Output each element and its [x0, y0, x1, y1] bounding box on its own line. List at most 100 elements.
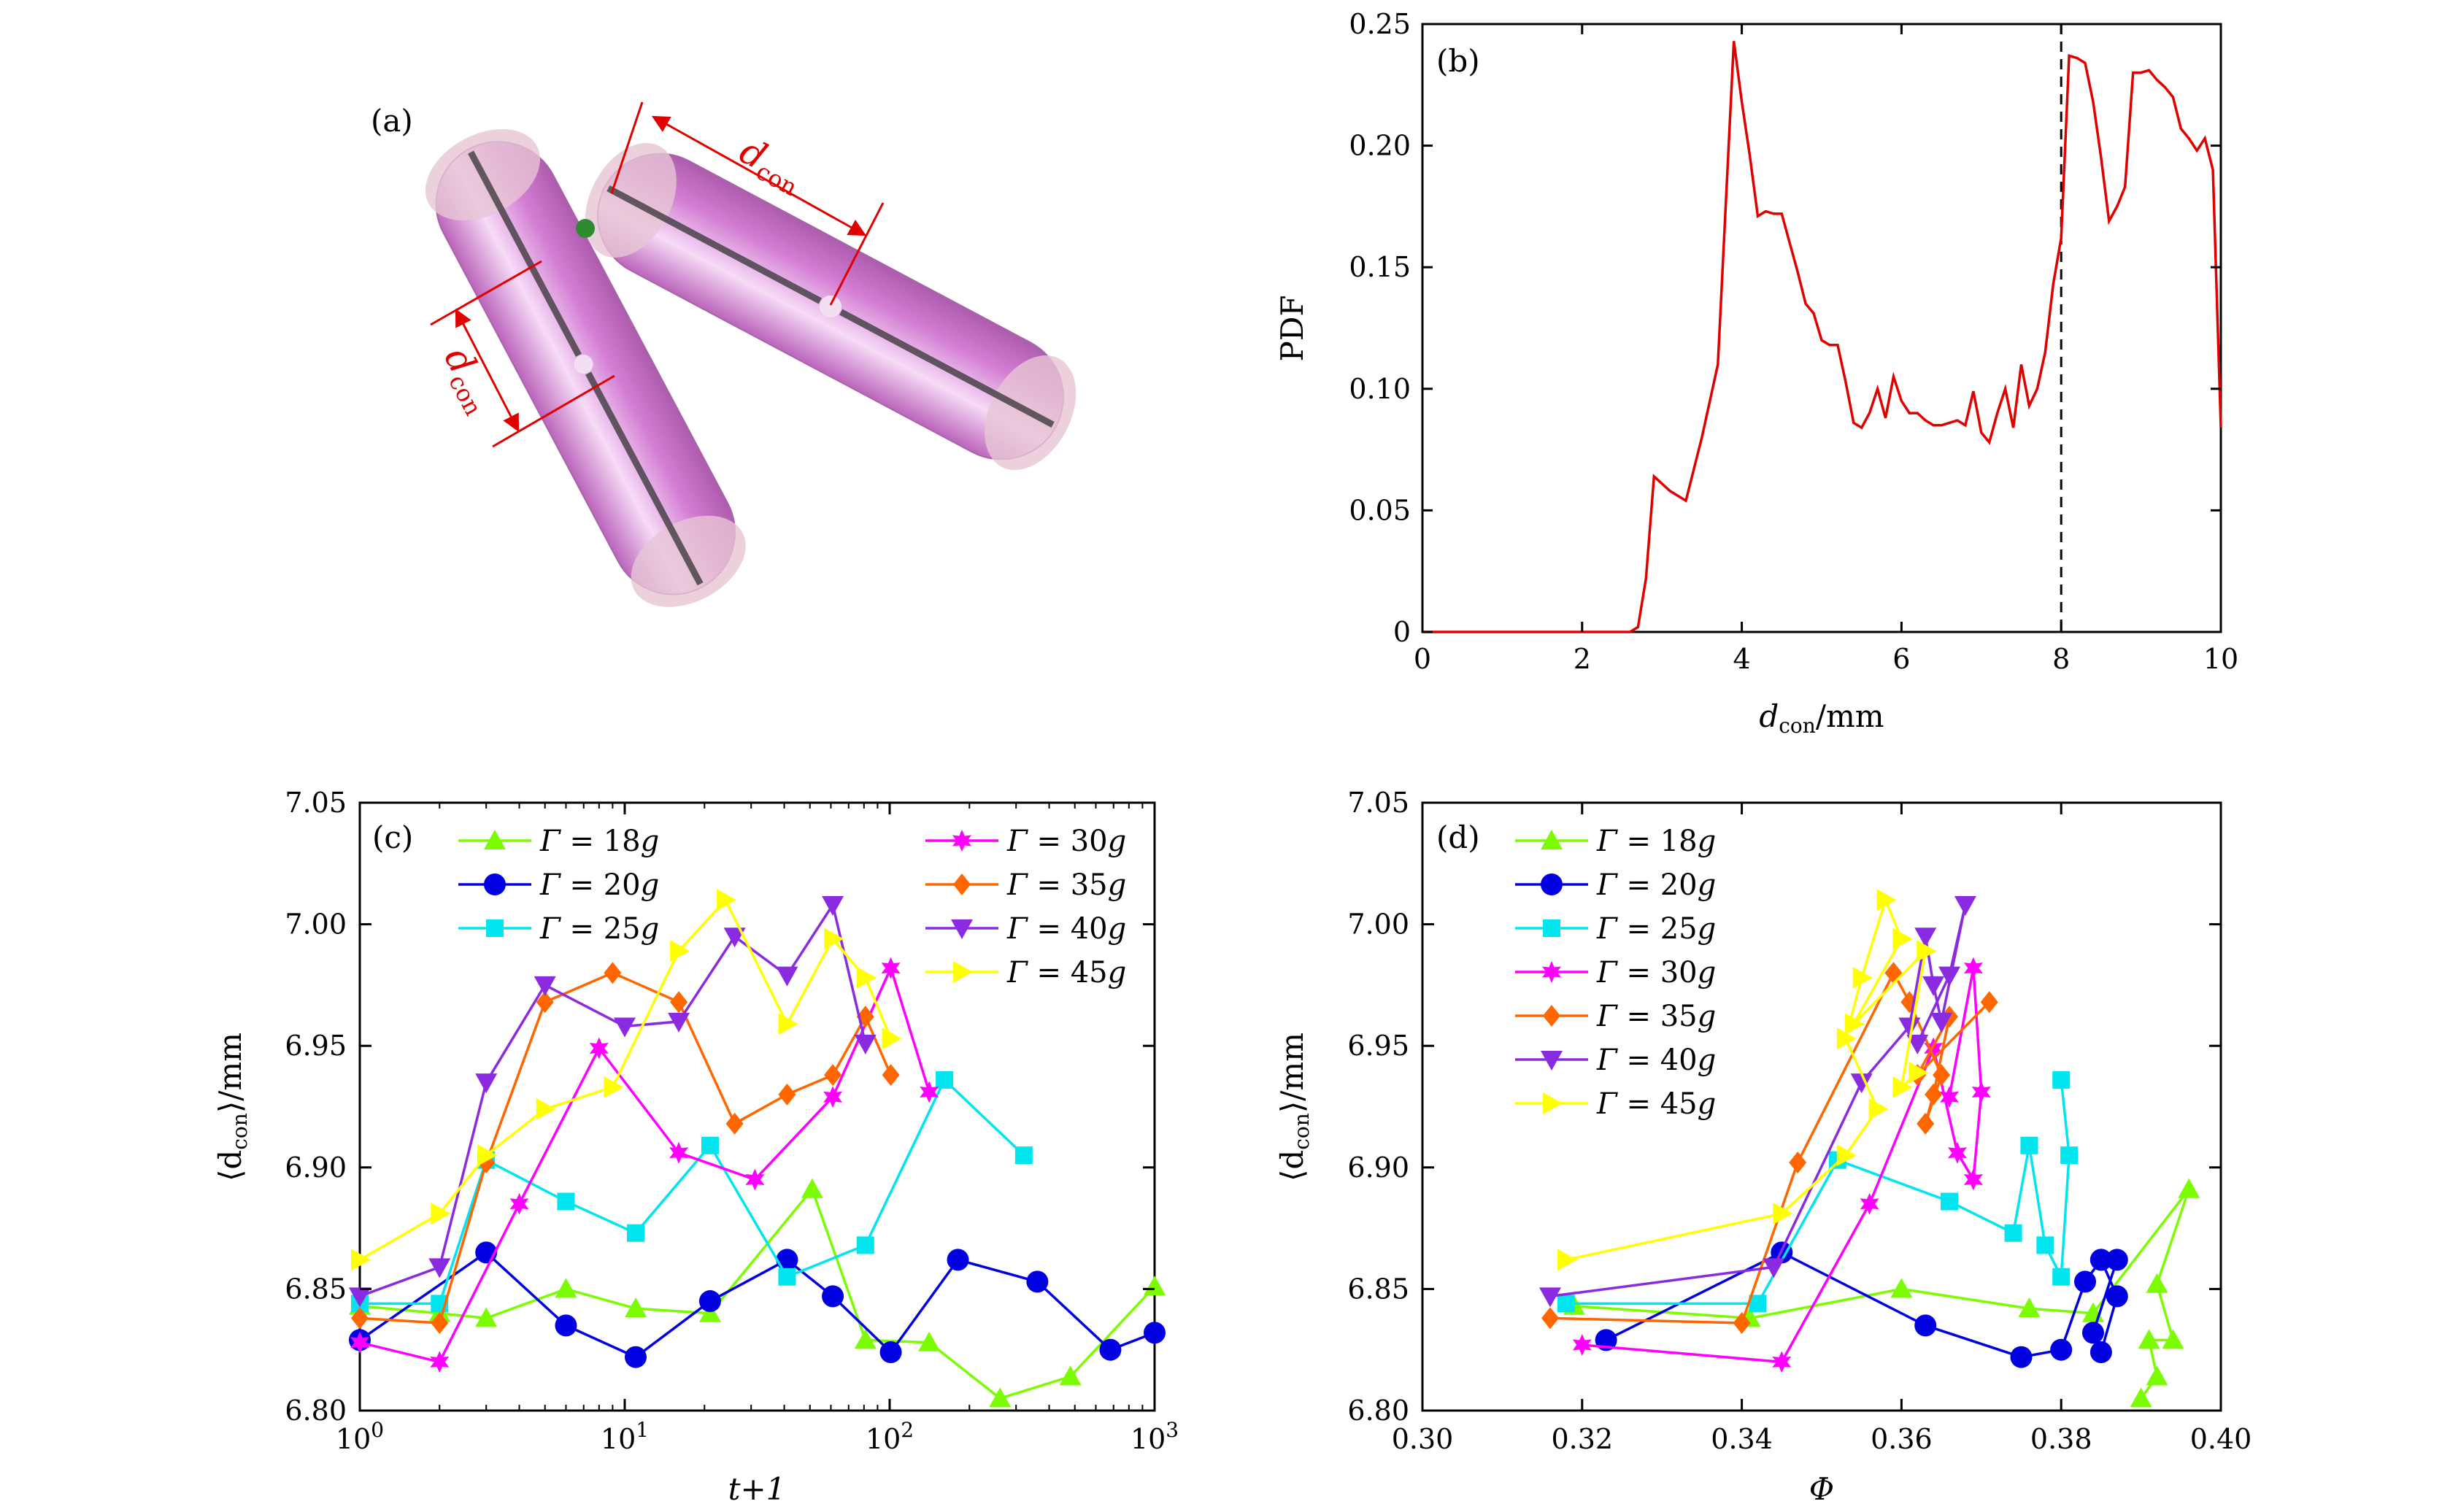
data-point — [625, 1346, 647, 1368]
data-point — [2089, 1341, 2112, 1364]
y-tick-label: 0.15 — [1349, 251, 1411, 283]
y-tick-label: 0 — [1393, 616, 1411, 648]
data-point — [1925, 1083, 1943, 1106]
y-tick-label: 7.05 — [1347, 787, 1409, 819]
series-line — [1565, 896, 1927, 1262]
data-point — [1850, 1073, 1873, 1094]
data-point — [822, 895, 844, 916]
data-point — [670, 940, 690, 963]
data-point — [2178, 1178, 2200, 1198]
data-point — [717, 889, 737, 911]
data-point — [670, 991, 688, 1014]
data-point — [1941, 1192, 1959, 1211]
x-tick-label: 0.40 — [2190, 1423, 2252, 1455]
data-point — [856, 1236, 874, 1254]
legend-marker — [953, 961, 973, 983]
data-point — [1868, 1098, 1889, 1120]
data-point — [589, 1037, 609, 1060]
data-point — [625, 1297, 647, 1318]
series-g20 — [349, 1241, 1166, 1368]
data-point — [2036, 1236, 2054, 1254]
panel-c-label: (c) — [372, 819, 413, 855]
series-g18 — [1563, 1178, 2200, 1408]
data-point — [2106, 1249, 2128, 1271]
data-point — [2089, 1249, 2112, 1271]
data-point — [778, 1013, 798, 1035]
x-tick-label: 100 — [336, 1418, 384, 1455]
data-point — [918, 1331, 941, 1351]
data-point — [882, 1064, 900, 1087]
data-point — [1917, 940, 1937, 963]
legend-label: Γ = 20g — [1596, 868, 1716, 902]
data-point — [1144, 1276, 1166, 1296]
data-point — [2052, 1268, 2071, 1286]
data-point — [555, 1314, 577, 1337]
legend-marker — [1541, 830, 1563, 849]
data-point — [854, 1034, 877, 1054]
y-axis-label: ⟨dcon⟩/mm — [212, 1033, 252, 1181]
data-point — [1892, 927, 1913, 950]
data-point — [882, 1027, 902, 1050]
x-tick-label: 6 — [1892, 643, 1910, 675]
legend-marker — [953, 873, 971, 895]
y-tick-label: 7.00 — [1347, 909, 1409, 941]
data-point — [668, 1012, 690, 1033]
legend-label: Γ = 20g — [539, 868, 659, 902]
legend-marker — [951, 919, 973, 939]
data-point — [1852, 966, 1873, 989]
data-point — [604, 962, 622, 984]
x-tick-label: 102 — [866, 1418, 914, 1455]
data-point — [536, 991, 554, 1014]
y-tick-label: 7.05 — [285, 787, 347, 819]
series-line — [1574, 1188, 2190, 1400]
data-point — [1789, 1152, 1807, 1174]
data-point — [698, 1290, 721, 1313]
legend-entry-g20: Γ = 20g — [1515, 868, 1716, 902]
legend-entry-g45: Γ = 45g — [925, 956, 1126, 990]
data-point — [534, 976, 556, 996]
data-point — [1940, 1086, 1959, 1108]
legend-label: Γ = 35g — [1596, 1000, 1716, 1033]
data-point — [854, 1329, 877, 1349]
legend-label: Γ = 40g — [1596, 1044, 1716, 1077]
data-point — [475, 1073, 498, 1094]
data-point — [430, 1351, 450, 1373]
data-point — [627, 1224, 645, 1242]
data-point — [2010, 1346, 2033, 1368]
data-point — [1539, 1287, 1562, 1308]
rod-1 — [425, 128, 746, 607]
data-point — [351, 1249, 371, 1271]
y-tick-label: 6.85 — [1347, 1273, 1409, 1305]
legend-entry-g40: Γ = 40g — [925, 912, 1126, 946]
data-point — [1971, 1081, 1991, 1103]
data-point — [1836, 1027, 1857, 1050]
contact-point — [576, 219, 595, 238]
y-axis-label: PDF — [1274, 295, 1310, 361]
series-g30 — [350, 957, 939, 1373]
legend-entry-g30: Γ = 30g — [925, 825, 1126, 858]
data-point — [1948, 1141, 1967, 1164]
data-point — [1572, 1334, 1592, 1356]
x-tick-label: 0.30 — [1392, 1423, 1454, 1455]
data-point — [1980, 991, 1998, 1014]
plot-frame — [1421, 801, 2222, 1412]
data-point — [536, 1098, 556, 1120]
data-point — [1922, 976, 1945, 996]
series-g35 — [351, 962, 900, 1335]
legend-label: Γ = 45g — [1596, 1087, 1716, 1121]
series-line — [359, 898, 893, 1261]
series-line — [1549, 904, 1967, 1298]
data-point — [2146, 1273, 2168, 1293]
legend-entry-g18: Γ = 18g — [1515, 825, 1716, 858]
series-g45 — [1557, 889, 1937, 1271]
y-tick-label: 6.95 — [285, 1030, 347, 1062]
x-tick-label: 0.38 — [2030, 1423, 2092, 1455]
data-point — [1749, 1295, 1767, 1313]
data-point — [1557, 1249, 1577, 1271]
legend-marker — [1541, 873, 1563, 895]
data-point — [1763, 1258, 1785, 1278]
data-point — [2138, 1329, 2160, 1349]
series-line — [1605, 1251, 2119, 1359]
data-point — [1963, 957, 1983, 979]
data-point — [2162, 1329, 2184, 1349]
